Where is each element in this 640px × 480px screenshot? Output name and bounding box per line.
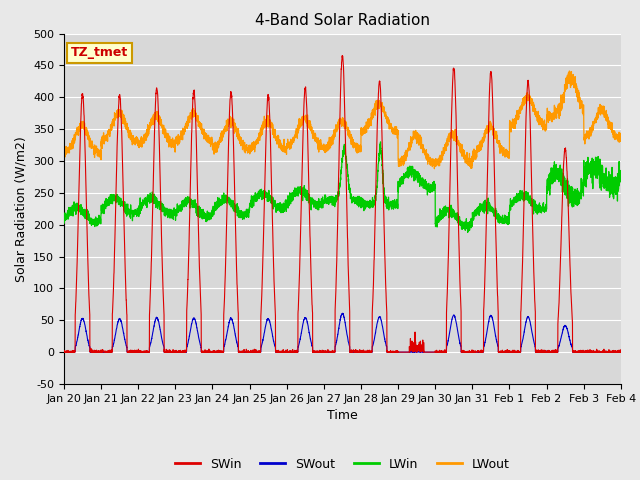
Legend: SWin, SWout, LWin, LWout: SWin, SWout, LWin, LWout (170, 453, 515, 476)
Text: TZ_tmet: TZ_tmet (71, 47, 129, 60)
Y-axis label: Solar Radiation (W/m2): Solar Radiation (W/m2) (15, 136, 28, 282)
X-axis label: Time: Time (327, 409, 358, 422)
Title: 4-Band Solar Radiation: 4-Band Solar Radiation (255, 13, 430, 28)
